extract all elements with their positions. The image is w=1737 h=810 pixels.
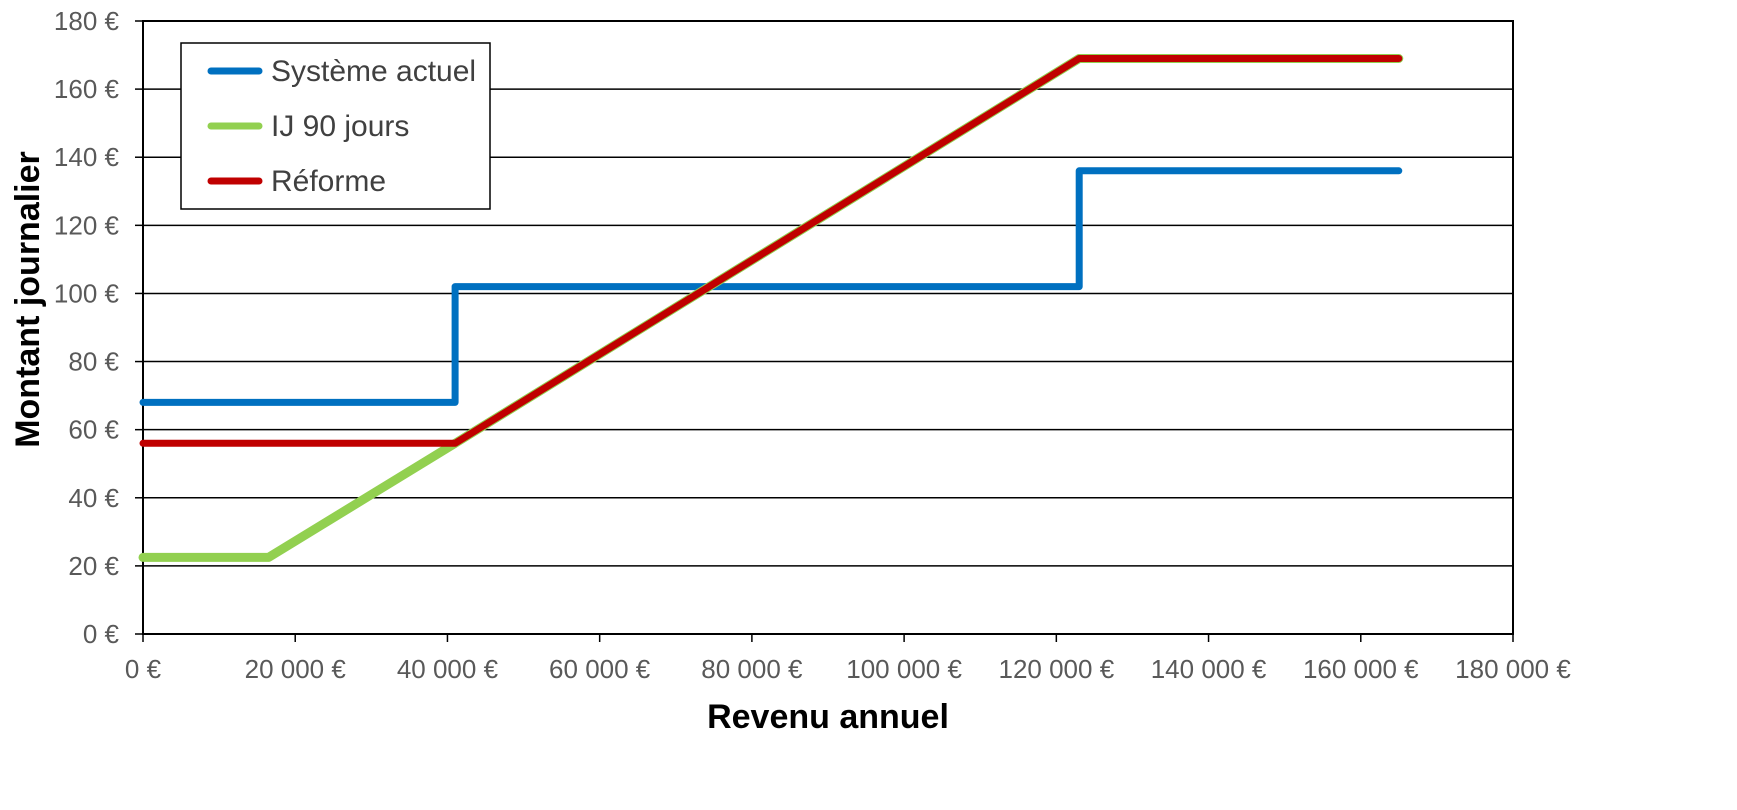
y-tick-label: 160 € (54, 74, 120, 104)
legend-label: Réforme (271, 165, 386, 198)
x-tick-label: 160 000 € (1303, 654, 1419, 684)
y-axis-ticks: 0 € 20 € 40 € 60 € 80 € 100 € 120 € 140 € 160 € 1… (54, 6, 143, 649)
x-axis-ticks: 0 € 20 000 € 40 000 € 60 000 € 80 000 € 100 0… (125, 634, 1571, 684)
x-tick-label: 120 000 € (998, 654, 1114, 684)
y-tick-label: 0 € (83, 619, 120, 649)
series-line-3 (139, 55, 1403, 447)
legend-label: Système actuel (271, 55, 476, 88)
y-tick-label: 140 € (54, 142, 120, 172)
x-axis-title: Revenu annuel (707, 698, 949, 736)
x-tick-label: 0 € (125, 654, 162, 684)
x-tick-label: 80 000 € (701, 654, 803, 684)
x-tick-label: 180 000 € (1455, 654, 1571, 684)
x-tick-label: 20 000 € (245, 654, 347, 684)
x-tick-label: 40 000 € (397, 654, 499, 684)
y-tick-label: 60 € (68, 415, 119, 445)
series-lines (138, 54, 1404, 562)
legend: Système actuel IJ 90 jours Réforme (180, 42, 491, 210)
x-tick-label: 140 000 € (1151, 654, 1267, 684)
y-tick-label: 80 € (68, 347, 119, 377)
x-tick-label: 60 000 € (549, 654, 651, 684)
y-tick-label: 180 € (54, 6, 120, 36)
series-line-1 (139, 167, 1403, 406)
plot-area-frame (142, 20, 1514, 635)
y-tick-label: 40 € (68, 483, 119, 513)
y-tick-label: 20 € (68, 551, 119, 581)
y-tick-label: 120 € (54, 210, 120, 240)
x-tick-label: 100 000 € (846, 654, 962, 684)
legend-label: IJ 90 jours (271, 110, 409, 143)
y-tick-label: 100 € (54, 278, 120, 308)
y-axis-title: Montant journalier (9, 151, 47, 448)
